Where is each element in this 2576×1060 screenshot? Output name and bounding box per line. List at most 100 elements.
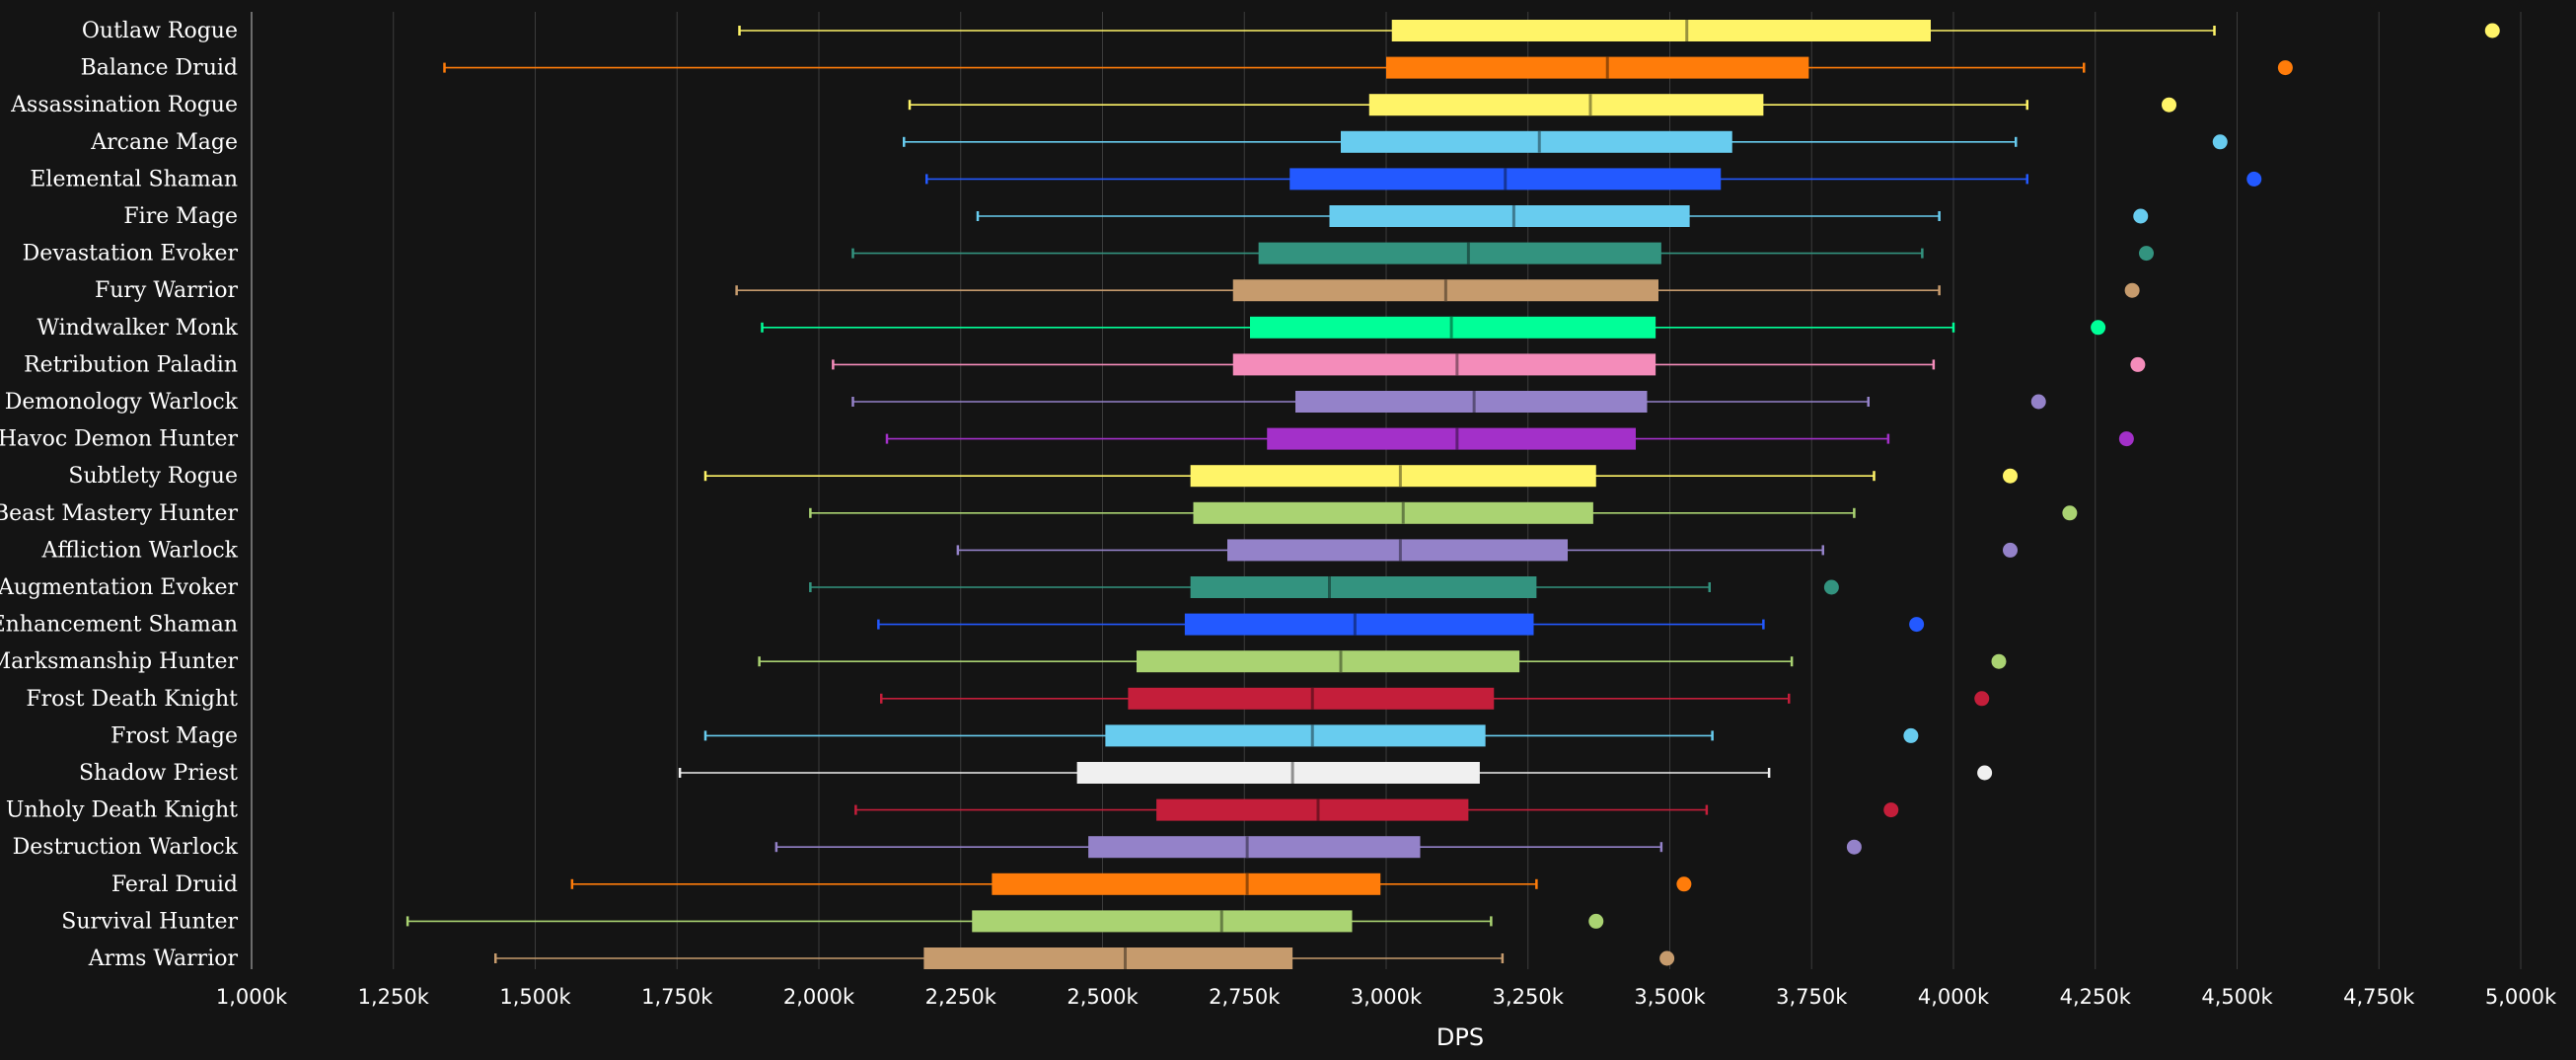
category-label: Survival Hunter bbox=[61, 909, 238, 934]
iqr-box bbox=[1329, 205, 1690, 227]
outlier-point bbox=[1909, 617, 1925, 633]
outlier-point bbox=[2133, 208, 2149, 224]
category-label: Frost Death Knight bbox=[26, 687, 238, 712]
category-label: Destruction Warlock bbox=[13, 835, 239, 860]
iqr-box bbox=[1267, 427, 1636, 450]
box-row bbox=[809, 576, 1839, 598]
category-label: Retribution Paladin bbox=[24, 352, 238, 377]
category-label: Arms Warrior bbox=[88, 946, 239, 971]
iqr-box bbox=[1227, 539, 1568, 562]
outlier-point bbox=[1977, 765, 1993, 781]
x-tick-label: 1,000k bbox=[216, 985, 288, 1009]
box-row bbox=[774, 836, 1862, 859]
category-label: Fury Warrior bbox=[95, 278, 239, 303]
category-label: Shadow Priest bbox=[79, 761, 238, 786]
iqr-box bbox=[1368, 94, 1764, 116]
category-label: Affliction Warlock bbox=[41, 538, 239, 563]
box-row bbox=[678, 762, 1993, 784]
outlier-point bbox=[2162, 97, 2176, 113]
box-row bbox=[976, 205, 2149, 227]
outlier-point bbox=[1588, 913, 1604, 929]
iqr-box bbox=[923, 947, 1293, 969]
box-row bbox=[758, 650, 2007, 673]
iqr-box bbox=[1190, 576, 1537, 598]
category-label: Balance Druid bbox=[81, 56, 238, 81]
outlier-point bbox=[2130, 356, 2146, 372]
iqr-box bbox=[1088, 836, 1421, 859]
category-label: Feral Druid bbox=[111, 872, 238, 897]
category-label: Augmentation Evoker bbox=[0, 575, 238, 600]
box-row bbox=[570, 872, 1692, 895]
outlier-point bbox=[2124, 282, 2140, 298]
box-row bbox=[908, 94, 2176, 116]
box-row bbox=[851, 242, 2154, 265]
category-label: Marksmanship Hunter bbox=[0, 649, 238, 674]
x-tick-label: 1,250k bbox=[358, 985, 430, 1009]
box-row bbox=[880, 687, 1990, 710]
box-row bbox=[851, 391, 2046, 413]
iqr-box bbox=[1137, 650, 1520, 673]
x-tick-label: 2,000k bbox=[783, 985, 855, 1009]
iqr-box bbox=[1184, 613, 1534, 636]
box-row bbox=[738, 20, 2500, 41]
outlier-point bbox=[2003, 542, 2018, 558]
category-label: Elemental Shaman bbox=[30, 167, 238, 191]
iqr-box bbox=[1391, 20, 1931, 41]
iqr-box bbox=[1232, 353, 1656, 376]
outlier-point bbox=[2030, 394, 2046, 410]
x-axis-title: DPS bbox=[1436, 1023, 1484, 1051]
box-row bbox=[877, 613, 1925, 636]
outlier-point bbox=[2277, 60, 2293, 76]
box-row bbox=[703, 465, 2018, 488]
x-tick-label: 4,000k bbox=[1918, 985, 1990, 1009]
x-tick-label: 3,000k bbox=[1351, 985, 1423, 1009]
plot-layer bbox=[405, 20, 2500, 969]
x-tick-label: 4,500k bbox=[2201, 985, 2273, 1009]
category-label: Havoc Demon Hunter bbox=[0, 427, 238, 452]
category-label: Frost Mage bbox=[110, 723, 238, 748]
outlier-point bbox=[1991, 653, 2007, 669]
box-row bbox=[735, 279, 2140, 302]
outlier-point bbox=[2003, 468, 2018, 484]
iqr-box bbox=[1105, 724, 1486, 747]
x-tick-label: 4,250k bbox=[2060, 985, 2132, 1009]
outlier-point bbox=[2062, 505, 2078, 521]
outlier-point bbox=[2484, 23, 2500, 38]
category-label: Assassination Rogue bbox=[10, 93, 238, 117]
category-label: Fire Mage bbox=[123, 204, 238, 229]
outlier-point bbox=[1974, 691, 1990, 707]
x-tick-label: 4,750k bbox=[2343, 985, 2415, 1009]
outlier-point bbox=[1883, 802, 1899, 818]
box-row bbox=[925, 168, 2262, 190]
tick-layer: 1,000k 1,250k 1,500k 1,750k 2,000k 2,250k 2,50… bbox=[216, 985, 2557, 1009]
outlier-point bbox=[1676, 876, 1692, 892]
x-tick-label: 2,750k bbox=[1209, 985, 1281, 1009]
category-label: Enhancement Shaman bbox=[0, 613, 238, 638]
outlier-point bbox=[2139, 246, 2154, 262]
label-layer: Outlaw Rogue Balance Druid Assassination R… bbox=[0, 19, 239, 971]
box-row bbox=[405, 910, 1604, 933]
outlier-point bbox=[2091, 320, 2106, 336]
category-label: Demonology Warlock bbox=[5, 390, 239, 415]
category-label: Windwalker Monk bbox=[37, 316, 238, 341]
box-row bbox=[703, 724, 1919, 747]
x-tick-label: 2,250k bbox=[925, 985, 997, 1009]
box-row bbox=[443, 56, 2293, 79]
box-row bbox=[494, 947, 1675, 969]
category-label: Beast Mastery Hunter bbox=[0, 501, 238, 526]
category-label: Unholy Death Knight bbox=[6, 798, 238, 823]
outlier-point bbox=[2118, 431, 2134, 447]
category-label: Outlaw Rogue bbox=[82, 19, 238, 43]
iqr-box bbox=[1258, 242, 1661, 265]
x-tick-label: 2,500k bbox=[1067, 985, 1139, 1009]
x-tick-label: 3,750k bbox=[1776, 985, 1848, 1009]
box-row bbox=[956, 539, 2018, 562]
iqr-box bbox=[992, 872, 1381, 895]
x-tick-label: 1,500k bbox=[499, 985, 571, 1009]
outlier-point bbox=[1903, 727, 1919, 743]
outlier-point bbox=[1823, 579, 1839, 595]
outlier-point bbox=[1846, 839, 1862, 855]
iqr-box bbox=[1341, 130, 1732, 153]
